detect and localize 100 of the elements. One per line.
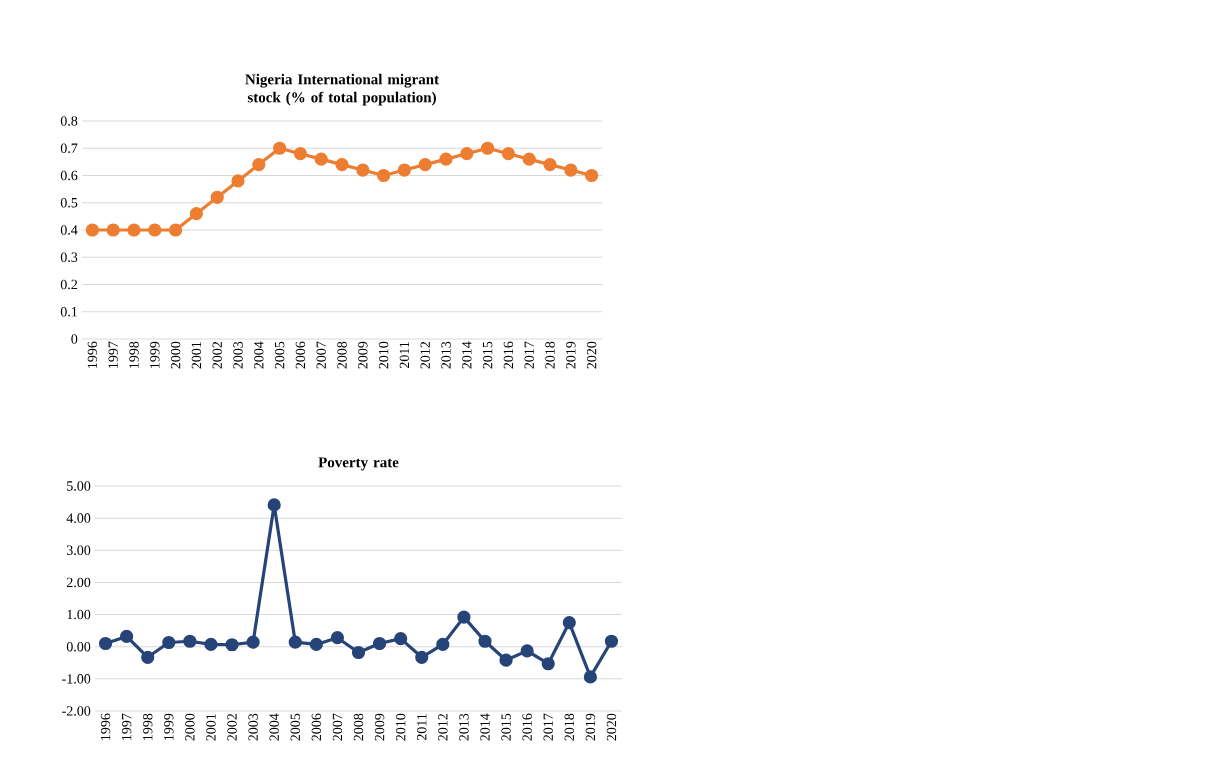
point (522, 152, 536, 166)
x-tick-label: 2019 (585, 713, 596, 741)
point (439, 152, 453, 166)
x-tick-label: 2009 (374, 713, 385, 741)
x-tick-label: 2014 (462, 341, 472, 369)
x-tick-label: 2018 (545, 341, 555, 369)
y-tick-label: 0 (71, 334, 78, 344)
x-tick-label: 2004 (254, 341, 264, 369)
x-tick-label: 2010 (378, 341, 389, 369)
x-tick-label: 1996 (87, 341, 98, 368)
chart-title: Nigeria International migrant stock (% of total population) (245, 73, 440, 106)
x-tick-label: 2008 (337, 341, 347, 369)
point (183, 634, 197, 648)
y-tick-label: 0.2 (60, 279, 78, 290)
x-tick-label: 2006 (295, 341, 306, 369)
x-tick-label: 2019 (566, 341, 576, 369)
x-tick-label: 2020 (586, 341, 597, 369)
point (204, 637, 218, 652)
x-tick-label: 2013 (441, 341, 451, 369)
y-tick-label: 0.6 (60, 170, 78, 181)
point (314, 152, 328, 166)
x-tick-label: 2003 (248, 713, 258, 741)
x-tick-label: 1997 (121, 713, 132, 740)
y-tick-label: 0.5 (60, 197, 78, 208)
point (372, 636, 387, 651)
point (127, 223, 141, 237)
point (162, 635, 176, 650)
x-tick-label: 1999 (150, 341, 160, 368)
point (293, 147, 308, 161)
x-tick-label: 2003 (233, 341, 243, 369)
y-tick-label: 0.7 (60, 143, 78, 153)
y-tick-label: 0.4 (60, 225, 78, 235)
point (351, 645, 366, 660)
x-tick-label: 2007 (316, 341, 326, 369)
x-tick-label: 2011 (399, 342, 410, 369)
y-tick-label: 4.00 (66, 513, 91, 523)
point (377, 168, 391, 183)
y-tick-label: 2.00 (66, 577, 91, 588)
point (106, 223, 120, 237)
y-tick-label: 5.00 (67, 481, 91, 491)
point (564, 163, 578, 177)
x-tick-label: 2020 (606, 713, 617, 741)
x-tick-label: 2017 (543, 713, 553, 741)
point (394, 632, 408, 646)
x-tick-label: 2007 (332, 713, 343, 741)
point (397, 163, 411, 177)
point (457, 610, 471, 624)
point (309, 637, 323, 652)
x-tick-label: 1997 (108, 341, 118, 368)
x-tick-label: 1998 (129, 341, 139, 368)
point (543, 157, 557, 172)
x-tick-label: 2015 (501, 713, 511, 741)
point (141, 650, 155, 664)
point (562, 615, 576, 630)
point (189, 207, 204, 221)
x-tick-label: 2001 (206, 714, 216, 741)
x-tick-label: 1996 (100, 713, 111, 740)
x-tick-label: 2016 (522, 713, 532, 741)
point (120, 629, 134, 644)
point (231, 174, 245, 188)
point (583, 670, 597, 684)
y-tick-label: 3.00 (66, 545, 91, 556)
y-tick-label: 1.00 (67, 609, 91, 620)
point (98, 636, 113, 651)
x-tick-label: 2001 (191, 342, 202, 369)
point (210, 190, 224, 204)
x-tick-label: 2004 (269, 713, 279, 741)
point (585, 168, 599, 183)
point (499, 653, 513, 667)
y-tick-label: -1.00 (62, 674, 91, 684)
x-tick-label: 2002 (212, 341, 222, 369)
chart-title: Poverty rate (318, 457, 399, 471)
x-tick-label: 2017 (524, 341, 534, 369)
point (415, 650, 429, 664)
x-tick-label: 2012 (438, 713, 448, 741)
x-tick-label: 1999 (164, 713, 174, 740)
point (541, 657, 555, 671)
y-tick-label: 0.1 (60, 306, 77, 317)
y-tick-label: 0.8 (60, 116, 78, 126)
point (267, 498, 281, 512)
x-tick-label: 2011 (417, 714, 427, 741)
point (288, 635, 302, 649)
x-tick-label: 2008 (353, 713, 364, 741)
point (330, 631, 345, 645)
point (252, 157, 266, 172)
point (169, 223, 183, 237)
y-tick-label: -2.00 (62, 706, 91, 716)
x-tick-label: 2010 (395, 713, 406, 741)
point (460, 147, 474, 161)
x-tick-label: 2006 (311, 713, 322, 741)
point (225, 638, 239, 652)
y-tick-label: 0.3 (60, 252, 78, 262)
y-tick-label: 0.00 (66, 641, 91, 652)
x-tick-label: 2018 (564, 713, 575, 741)
point (418, 157, 432, 172)
point (148, 223, 162, 237)
x-tick-label: 2014 (480, 713, 490, 741)
x-tick-label: 2005 (290, 713, 300, 741)
point (520, 644, 534, 658)
x-tick-label: 2002 (227, 713, 237, 741)
